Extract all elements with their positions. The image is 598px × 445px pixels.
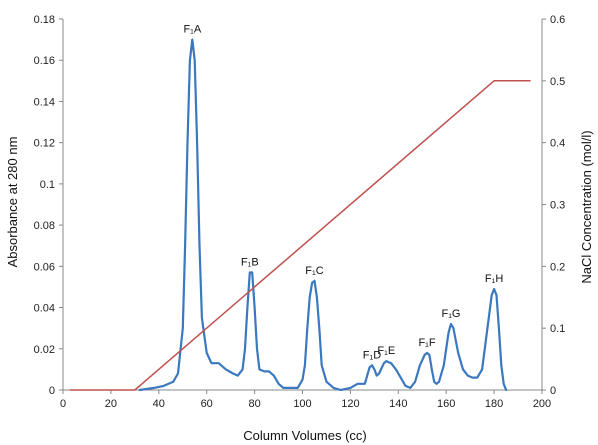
y-right-tick-label: 0.3 xyxy=(550,200,565,212)
peak-label: F₁H xyxy=(485,273,503,285)
peak-label: F₁C xyxy=(305,265,323,277)
x-tick-label: 80 xyxy=(248,398,260,410)
absorbance-line xyxy=(138,38,508,392)
y-right-tick-label: 0.6 xyxy=(550,14,565,26)
y-axis-title-right: NaCl Concentration (mol/l) xyxy=(579,130,594,283)
x-tick-label: 140 xyxy=(389,398,407,410)
y-left-tick-label: 0.12 xyxy=(34,138,55,150)
x-tick-label: 160 xyxy=(437,398,455,410)
series-lines xyxy=(69,38,531,392)
x-tick-label: 120 xyxy=(341,398,359,410)
y-right-tick-label: 0.2 xyxy=(550,261,565,273)
y-axis-title-left: Absorbance at 280 nm xyxy=(5,137,20,268)
peak-label: F₁B xyxy=(241,257,259,269)
x-tick-label: 40 xyxy=(153,398,165,410)
x-tick-label: 20 xyxy=(105,398,117,410)
peak-label: F₁E xyxy=(377,345,395,357)
peak-label: F₁A xyxy=(183,24,201,36)
x-tick-label: 0 xyxy=(60,398,66,410)
x-tick-label: 100 xyxy=(293,398,311,410)
axes xyxy=(59,18,546,394)
y-right-tick-label: 0.1 xyxy=(550,323,565,335)
y-right-tick-label: 0.5 xyxy=(550,76,565,88)
y-right-tick-label: 0.4 xyxy=(550,138,565,150)
peak-label: F₁F xyxy=(418,337,435,349)
tick-labels: 0 20 40 60 80 100 120 140 160 180 20000.020.040.06… xyxy=(34,14,566,410)
x-tick-label: 60 xyxy=(201,398,213,410)
x-tick-label: 180 xyxy=(485,398,503,410)
y-left-tick-label: 0.1 xyxy=(40,179,55,191)
y-left-tick-label: 0.16 xyxy=(34,55,55,67)
y-left-tick-label: 0.04 xyxy=(34,303,55,315)
x-axis-title: Column Volumes (cc) xyxy=(243,428,367,443)
y-right-tick-label: 0 xyxy=(550,385,556,397)
nacl-gradient-line xyxy=(69,80,531,391)
y-left-tick-label: 0 xyxy=(49,385,55,397)
x-tick-label: 200 xyxy=(533,398,551,410)
peak-label: F₁G xyxy=(441,308,460,320)
y-left-tick-label: 0.08 xyxy=(34,220,55,232)
y-left-tick-label: 0.06 xyxy=(34,261,55,273)
y-left-tick-label: 0.02 xyxy=(34,344,55,356)
y-left-tick-label: 0.18 xyxy=(34,14,55,26)
peak-label: F₁D xyxy=(363,349,381,361)
y-left-tick-label: 0.14 xyxy=(34,96,55,108)
